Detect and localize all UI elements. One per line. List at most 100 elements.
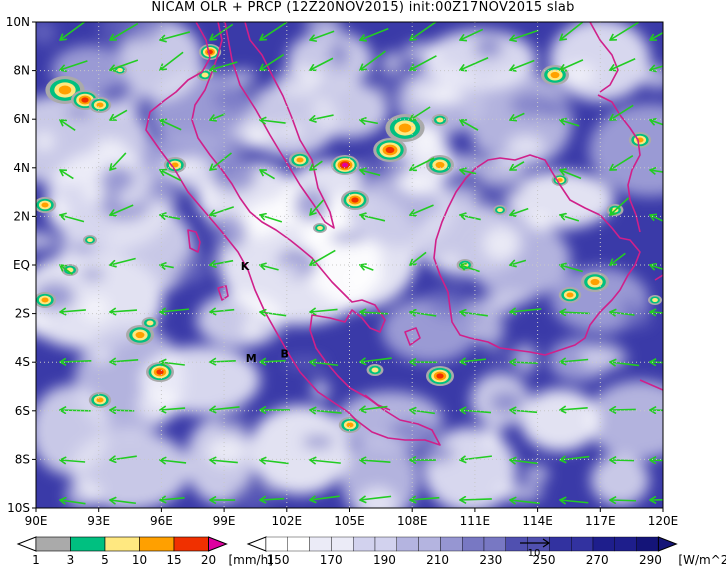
wind-arrow xyxy=(60,120,76,131)
map-title: NICAM OLR + PRCP (12Z20NOV2015) init:00Z… xyxy=(151,0,575,15)
wind-arrow xyxy=(650,170,663,174)
precip-cell xyxy=(351,197,359,203)
wind-arrow xyxy=(160,120,182,131)
wind-arrow xyxy=(160,498,185,500)
wind-arrow xyxy=(60,60,88,70)
precip-cell xyxy=(58,85,72,95)
cloud-speckle xyxy=(116,91,143,116)
y-tick-label: 6S xyxy=(15,404,30,418)
olr-colorbar-segment xyxy=(505,536,528,552)
wind-arrow xyxy=(210,261,234,265)
wind-arrow xyxy=(360,27,389,40)
cloud-patch xyxy=(117,22,203,101)
olr-colorbar-segment xyxy=(353,536,376,552)
wind-arrow xyxy=(360,358,392,362)
cloud-speckle xyxy=(580,346,628,369)
wind-arrow xyxy=(650,499,663,500)
precip-colorbar-segment xyxy=(139,536,175,552)
precip-colorbar-label: 20 xyxy=(201,553,216,567)
wind-arrow xyxy=(460,215,481,221)
cloud-speckle xyxy=(94,138,128,153)
wind-arrow xyxy=(460,170,477,174)
wind-arrow xyxy=(410,312,437,316)
wind-arrow xyxy=(210,152,232,170)
precip-cell xyxy=(436,373,444,379)
cloud-patch xyxy=(586,380,663,460)
wind-arrow xyxy=(650,265,663,272)
cloud-patch xyxy=(590,454,650,506)
wind-arrow xyxy=(110,109,128,120)
cloud-speckle xyxy=(36,231,58,251)
cloud-speckle xyxy=(276,66,325,95)
olr-colorbar-high-cap xyxy=(657,536,678,552)
precip-cell xyxy=(341,162,349,168)
y-tick-label: 4S xyxy=(15,355,30,369)
precip-colorbar-segment xyxy=(70,536,106,552)
cloud-speckle xyxy=(58,235,80,259)
x-tick-label: 93E xyxy=(87,514,110,528)
precip-cell xyxy=(96,397,104,403)
wind-arrow xyxy=(60,170,74,180)
wind-arrow xyxy=(260,499,285,500)
wind-arrow xyxy=(260,170,275,180)
wind-arrow xyxy=(560,120,580,127)
cloud-speckle xyxy=(482,226,519,261)
x-axis: 90E 93E 96E 99E 102E 105E 108E 111E 114E 117E 120E xyxy=(25,508,678,528)
wind-arrow xyxy=(160,51,184,70)
wind-arrow xyxy=(210,310,235,312)
wind-arrow xyxy=(110,410,135,411)
wind-arrow xyxy=(210,407,240,410)
site-label-m: M xyxy=(246,352,257,365)
cloud-speckle xyxy=(473,313,505,347)
cloud-speckle xyxy=(404,442,455,464)
precip-cell xyxy=(566,292,574,298)
wind-arrow xyxy=(60,361,92,362)
cloud-speckle xyxy=(529,213,549,231)
cloud-speckle xyxy=(484,423,502,449)
wind-arrow xyxy=(360,407,388,410)
cloud-speckle xyxy=(80,268,106,281)
precip-cell xyxy=(385,146,395,154)
wind-arrow xyxy=(310,160,323,170)
wind-arrow xyxy=(210,61,238,70)
wind-arrow xyxy=(60,22,86,40)
olr-field xyxy=(36,22,663,508)
gridlines xyxy=(36,22,663,508)
wind-arrow xyxy=(560,359,589,362)
cloud-speckle xyxy=(376,66,407,99)
wind-arrow xyxy=(610,362,640,366)
cloud-speckle xyxy=(82,185,102,202)
wind-arrow xyxy=(560,22,584,40)
olr-colorbar-segment xyxy=(571,536,594,552)
precip-colorbar-label: 5 xyxy=(101,553,109,567)
olr-colorbar-segment xyxy=(309,536,332,552)
x-tick-label: 105E xyxy=(334,514,365,528)
wind-arrow xyxy=(650,120,663,128)
cloud-speckle xyxy=(524,464,549,484)
precip-cell xyxy=(81,97,89,103)
cloud-speckle xyxy=(90,349,113,363)
cloud-speckle xyxy=(408,80,458,106)
cloud-speckle xyxy=(211,157,257,193)
cloud-speckle xyxy=(242,317,263,340)
precip-cell xyxy=(371,367,379,373)
wind-arrow xyxy=(360,120,379,123)
wind-arrow xyxy=(410,22,438,40)
wind-arrow xyxy=(560,500,589,503)
wind-arrow xyxy=(650,215,663,222)
precip-cell xyxy=(317,225,323,231)
precip-colorbar-segment xyxy=(35,536,71,552)
wind-arrow xyxy=(410,55,437,70)
olr-colorbar-segment xyxy=(592,536,615,552)
precip-cell xyxy=(201,72,209,78)
wind-arrow xyxy=(160,460,187,463)
wind-arrow xyxy=(260,265,279,271)
precip-cell xyxy=(497,207,503,213)
cloud-speckle xyxy=(116,188,142,207)
precip-cell xyxy=(41,297,49,303)
precip-colorbar-segment xyxy=(173,536,209,552)
wind-arrow xyxy=(110,360,139,362)
wind-arrow xyxy=(210,206,235,215)
precip-cell xyxy=(435,161,445,169)
wind-arrow xyxy=(260,120,286,123)
